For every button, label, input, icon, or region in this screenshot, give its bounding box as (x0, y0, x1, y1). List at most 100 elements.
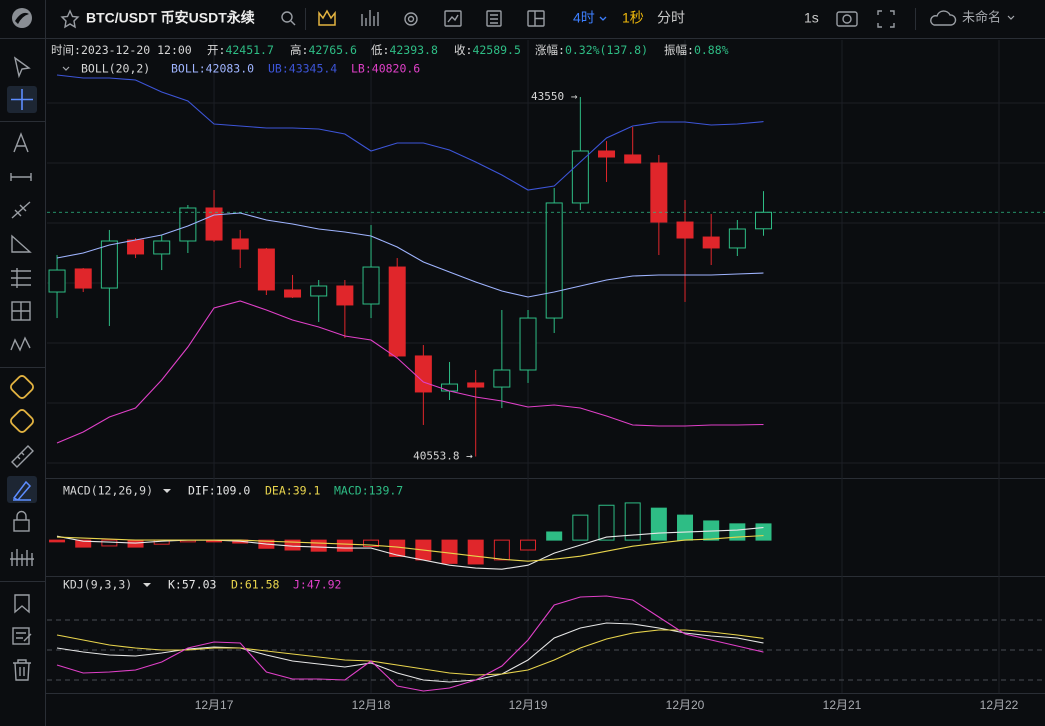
candle-body (414, 355, 432, 393)
screenshot-lens (842, 14, 852, 24)
interval[interactable]: 4时 (573, 10, 595, 26)
info-label: 高: (290, 43, 308, 57)
candle-body (205, 207, 223, 241)
candle-body (257, 248, 275, 291)
draw-tool[interactable] (12, 480, 32, 501)
shape-tool[interactable] (11, 234, 32, 253)
indicator-icon[interactable] (318, 9, 336, 26)
copy-icon[interactable] (486, 10, 502, 27)
legend-collapse[interactable] (62, 66, 70, 71)
favorite-icon[interactable] (60, 9, 80, 29)
layout-name[interactable]: 未命名 (962, 9, 1001, 24)
info-item: 开:42451.7 (207, 43, 274, 57)
magnet-tool[interactable] (9, 374, 34, 399)
candle-body (127, 239, 145, 255)
line-tool[interactable] (10, 173, 32, 181)
delete-tool[interactable] (13, 659, 31, 681)
template-icon[interactable] (444, 10, 462, 27)
candle-body (153, 240, 171, 255)
candle-body (388, 266, 406, 357)
macd-bar (363, 539, 380, 548)
legend-dropdown[interactable] (163, 489, 171, 493)
info-item: 时间:2023-12-20 12:00 (51, 43, 192, 57)
macd-bar (467, 539, 484, 565)
search-icon-handle (290, 20, 296, 26)
pattern-tool[interactable] (10, 336, 31, 352)
chart-type-icon[interactable] (361, 10, 379, 26)
info-item: 收:42589.5 (454, 43, 521, 57)
settings-icon[interactable] (404, 12, 418, 26)
candle-body (48, 269, 66, 293)
symbol[interactable]: BTC/USDT 币安USDT永续 (86, 10, 255, 26)
x-tick-label: 12月21 (823, 698, 862, 712)
ruler-tool[interactable] (11, 445, 34, 468)
info-label: 时间: (51, 43, 81, 57)
screenshot-icon[interactable] (836, 11, 858, 27)
legend-item: J:47.92 (293, 578, 341, 592)
legend-item: DEA:39.1 (265, 484, 320, 498)
macd-bar (75, 539, 92, 548)
candle-body (702, 236, 720, 249)
info-item: 低:42393.8 (371, 43, 438, 57)
macd-bar (441, 539, 458, 564)
fullscreen-icon[interactable] (877, 10, 895, 28)
macd-bar (598, 504, 615, 541)
candle-body (100, 240, 118, 289)
second-interval[interactable]: 1秒 (622, 10, 644, 26)
legend-item: K:57.03 (168, 578, 217, 592)
candle-body (362, 266, 380, 305)
cursor-tool[interactable] (13, 56, 31, 79)
info-value: 42451.7 (225, 43, 274, 57)
legend-dropdown[interactable] (143, 583, 151, 587)
info-item: 涨幅:0.32%(137.8) (535, 43, 648, 57)
candle-body (545, 202, 563, 319)
candle-body (310, 285, 328, 297)
visibility-tool[interactable] (10, 549, 34, 566)
layout-icon-lines (534, 11, 544, 26)
lock-tool[interactable] (13, 519, 30, 532)
object-tree-lines (16, 632, 32, 642)
layout-dropdown[interactable] (1007, 15, 1015, 20)
candle-body (650, 162, 668, 223)
candle-body (571, 150, 589, 204)
indicator-line (56, 212, 764, 298)
legend-item: UB:43345.4 (268, 62, 337, 76)
x-tick-label: 12月19 (509, 698, 548, 712)
strong-magnet-tool[interactable] (9, 408, 34, 433)
macd-bar (101, 539, 118, 547)
speed[interactable]: 1s (804, 10, 819, 26)
candle-body (598, 150, 616, 158)
indicator-line (56, 622, 764, 683)
macd-bar (729, 523, 746, 541)
search-icon[interactable] (281, 11, 293, 23)
info-item: 振幅:0.88% (664, 43, 729, 57)
favorites-tool[interactable] (14, 594, 30, 614)
legend-item: D:61.58 (231, 578, 280, 592)
candle-body (676, 221, 694, 239)
info-value: 2023-12-20 12:00 (81, 43, 192, 57)
indicator-title: MACD(12,26,9) (63, 484, 153, 498)
cloud-icon[interactable] (930, 10, 957, 26)
macd-bar (677, 514, 694, 541)
copy-icon-lines (490, 14, 498, 24)
legend-item: MACD:139.7 (334, 484, 403, 498)
text-tool[interactable] (13, 132, 29, 153)
timeline[interactable]: 分时 (657, 10, 685, 26)
candle-body (519, 317, 537, 371)
channel-tool[interactable] (11, 201, 31, 219)
fib-tool[interactable] (11, 268, 31, 288)
max-annotation: 43550 → (531, 90, 578, 103)
top-toolbar: BTC/USDT 币安USDT永续 4时 1秒 分时 1s 未命名 (0, 0, 1045, 39)
info-value: 0.88% (694, 43, 729, 57)
candle-body (179, 207, 197, 242)
crosshair-tool[interactable] (11, 89, 33, 110)
info-line: 时间:2023-12-20 12:00 开:42451.7 高:42765.6 低:4… (51, 43, 729, 592)
macd-bar (49, 539, 66, 543)
candle-body (728, 228, 746, 249)
interval-dropdown[interactable] (599, 16, 607, 21)
x-tick-label: 12月17 (195, 698, 234, 712)
info-label: 振幅: (664, 43, 694, 57)
candle-body (755, 211, 773, 230)
